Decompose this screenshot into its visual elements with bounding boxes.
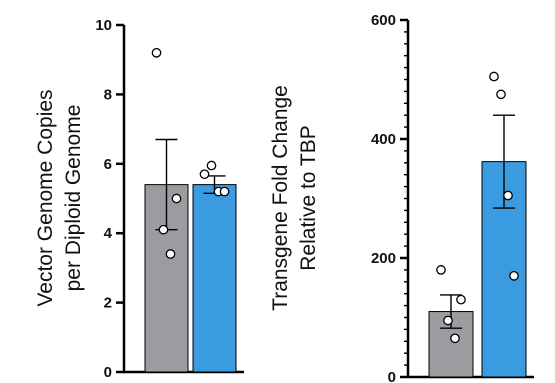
- y-tick-label: 4: [104, 225, 113, 242]
- data-point: [496, 89, 506, 100]
- bar: [192, 184, 237, 373]
- y-tick-label: 8: [104, 86, 112, 103]
- y-axis-title-line: Transgene Fold Change: [269, 85, 292, 311]
- data-point: [199, 169, 210, 180]
- data-point: [489, 71, 499, 82]
- data-point: [165, 249, 176, 259]
- y-tick-label: 0: [388, 369, 396, 383]
- data-point: [509, 270, 519, 281]
- y-axis-title-line: per Diploid Genome: [62, 105, 85, 292]
- y-axis-title-line: Vector Genome Copies: [34, 89, 57, 306]
- y-tick-label: 0: [104, 364, 112, 381]
- y-axis-title-line: Relative to TBP: [297, 125, 320, 271]
- y-tick-label: 600: [371, 12, 396, 29]
- y-axis-title: Transgene Fold Change Relative to TBP: [269, 85, 320, 311]
- data-point: [206, 160, 217, 171]
- chart-panel-transgene-fold-change: 0 200 400 600 Transgene Fold Change Relative …: [269, 12, 534, 383]
- y-tick-label: 2: [104, 295, 112, 312]
- data-point: [219, 186, 230, 197]
- chart-panel-vector-genome: 0 2 4 6 8 10 Vector Genome Copies per Diploid G…: [34, 17, 244, 381]
- data-point: [450, 333, 460, 344]
- y-tick-label: 400: [371, 131, 396, 148]
- y-tick-label: 6: [104, 156, 112, 173]
- data-point: [151, 47, 162, 58]
- y-tick-label: 200: [371, 250, 396, 267]
- data-point: [456, 294, 466, 305]
- y-tick-label: 10: [95, 17, 112, 34]
- data-point: [171, 193, 182, 204]
- y-axis-title: Vector Genome Copies per Diploid Genome: [34, 89, 85, 306]
- data-point: [158, 224, 169, 235]
- data-point: [436, 265, 446, 275]
- data-point: [443, 315, 453, 326]
- data-point: [503, 190, 513, 201]
